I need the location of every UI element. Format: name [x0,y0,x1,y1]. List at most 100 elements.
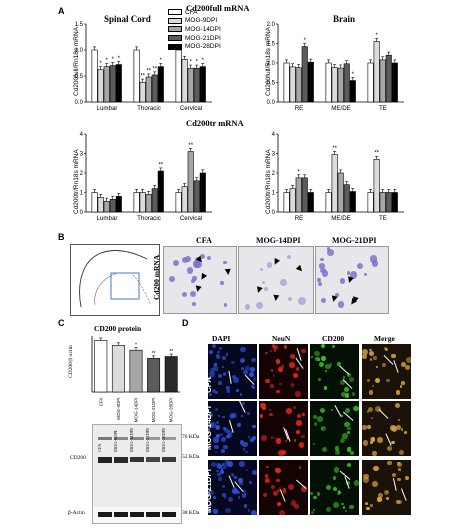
category-label: Lumbar [97,215,118,222]
bar [379,192,386,213]
nucleus [240,346,246,353]
nucleus [239,358,245,364]
nucleus [209,371,215,377]
micrograph-mog21 [315,246,389,314]
nucleus [220,467,224,471]
arrow-icon [342,412,354,422]
bar [331,67,338,103]
nucleus [397,477,402,482]
nucleus [264,479,270,484]
bar [373,159,380,213]
nucleus [362,348,369,355]
nucleus [251,358,256,363]
nucleus [217,350,220,354]
nucleus [377,497,382,502]
bar [139,81,146,103]
nucleus [296,413,302,418]
nucleus [281,365,284,368]
bar [145,194,152,213]
significance-mark: ** [332,146,337,152]
bar [187,67,194,103]
nucleus [242,490,246,494]
significance-mark: * [160,58,163,64]
nucleus [279,382,282,386]
blot-lane-label: MOG-14DPI [129,428,134,452]
nucleus [311,355,314,358]
western-blot [92,424,182,524]
nucleus [298,465,302,469]
nucleus [251,435,257,441]
nucleus [353,480,359,486]
y-tick-label: 2.0 [267,22,276,28]
y-tick-label: 0 [272,210,276,216]
nucleus [339,438,345,444]
stained-cell [223,260,227,265]
nucleus [216,469,219,473]
spinal-cord-outline [79,250,152,308]
nucleus [221,366,225,369]
panel-letter-a: A [58,6,65,16]
y-tick-label: 1.0 [267,61,276,67]
significance-mark: * [375,33,378,39]
arrow-icon [339,365,350,376]
panel-letter-d: D [182,318,189,328]
nucleus [325,507,331,513]
chart-full-spinal: 0.00.51.01.5** * *Lumbar**** ***Thoracic* * *… [75,22,212,112]
nucleus [243,369,249,375]
micro-title-cfa: CFA [196,236,212,245]
legend-label: MOG-9DPI [185,17,218,25]
legend-label: MOG-14DPI [185,25,221,33]
micrograph-cfa [163,246,237,314]
significance-mark: ** [158,162,163,168]
nucleus [283,344,288,349]
fluor-panel-mog21-neun [259,460,308,515]
nucleus [322,447,328,453]
nucleus [265,351,268,354]
legend-swatch [168,9,182,16]
nucleus [239,393,243,396]
fluor-panel-mog21-cd200 [310,460,359,515]
category-label: Cervical [180,215,202,222]
nucleus [362,440,368,446]
arrow-icon [330,295,338,303]
nucleus [282,488,286,492]
nucleus [213,437,219,443]
nucleus [396,425,402,430]
arrow-icon [385,433,393,446]
nucleus [369,348,372,352]
stained-cell [286,254,291,259]
nucleus [274,467,277,471]
nucleus [239,461,245,468]
nucleus [276,501,281,506]
stained-cell [244,304,250,310]
nucleus [215,368,218,372]
legend-swatch [168,26,182,33]
fluor-panel-cfa-cd200 [310,344,359,399]
nucleus [260,402,266,408]
nucleus [243,503,248,508]
legend-label: CFA [185,8,198,16]
nucleus [222,427,226,430]
stained-cell [349,271,358,279]
y-tick-label: 0.5 [75,74,84,80]
nucleus [226,429,233,436]
micrograph-mog14 [238,246,314,314]
nucleus [292,406,296,410]
stained-cell [192,302,197,307]
stained-cell [364,273,368,277]
significance-mark: * [99,61,102,67]
nucleus [216,421,219,424]
nucleus [334,467,340,473]
nucleus [232,412,238,418]
spinal-cord-diagram [70,244,160,316]
bar [295,177,302,213]
significance-mark: * [196,60,199,66]
nucleus [221,356,226,361]
significance-mark: * [106,58,109,64]
nucleus [226,432,233,439]
bar [385,192,392,213]
bar [157,66,164,103]
nucleus [261,435,267,441]
nucleus [278,486,282,489]
nucleus [365,506,370,511]
